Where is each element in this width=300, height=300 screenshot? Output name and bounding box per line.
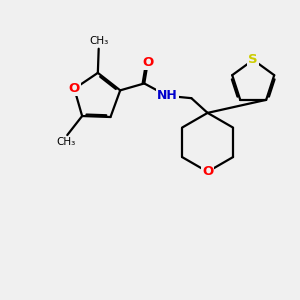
Text: S: S xyxy=(248,53,258,66)
Text: CH₃: CH₃ xyxy=(56,137,75,147)
Text: O: O xyxy=(202,165,213,178)
Text: CH₃: CH₃ xyxy=(89,36,108,46)
Text: O: O xyxy=(69,82,80,95)
Text: NH: NH xyxy=(157,89,178,102)
Text: O: O xyxy=(142,56,153,69)
